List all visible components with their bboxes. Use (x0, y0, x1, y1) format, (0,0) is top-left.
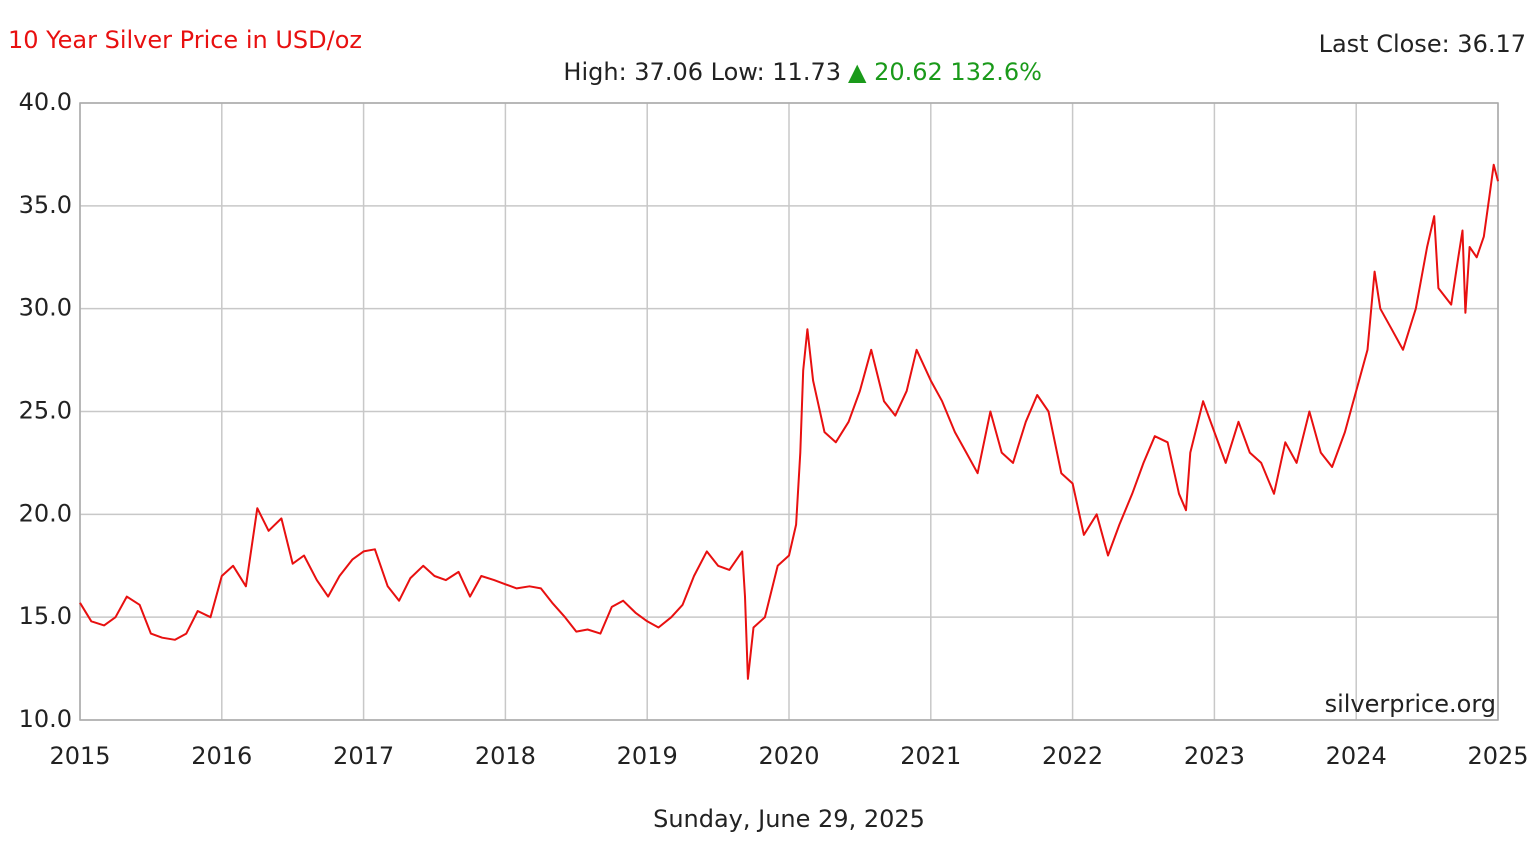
y-tick-label: 15.0 (19, 602, 72, 630)
plot-border (79, 102, 1499, 721)
watermark: silverprice.org (1325, 690, 1496, 718)
last-close: Last Close: 36.17 (1319, 30, 1526, 58)
x-tick-label: 2015 (49, 742, 110, 770)
stats: High: 37.06 Low: 11.73 (563, 58, 841, 86)
x-tick-label: 2024 (1326, 742, 1387, 770)
x-tick-label: 2025 (1467, 742, 1528, 770)
x-tick-label: 2016 (191, 742, 252, 770)
x-tick-label: 2022 (1042, 742, 1103, 770)
x-tick-label: 2019 (617, 742, 678, 770)
y-tick-label: 20.0 (19, 499, 72, 527)
y-tick-label: 40.0 (19, 88, 72, 116)
date: Sunday, June 29, 2025 (653, 805, 925, 833)
y-tick-label: 30.0 (19, 294, 72, 322)
x-tick-label: 2018 (475, 742, 536, 770)
chart-title: 10 Year Silver Price in USD/oz (8, 26, 362, 54)
x-tick-label: 2021 (900, 742, 961, 770)
y-tick-label: 25.0 (19, 397, 72, 425)
price-line (79, 163, 1499, 680)
x-tick-label: 2017 (333, 742, 394, 770)
x-tick-label: 2020 (758, 742, 819, 770)
x-tick-label: 2023 (1184, 742, 1245, 770)
y-tick-label: 35.0 (19, 191, 72, 219)
y-tick-label: 10.0 (19, 705, 72, 733)
change: ▲ 20.62 132.6% (848, 58, 1042, 86)
